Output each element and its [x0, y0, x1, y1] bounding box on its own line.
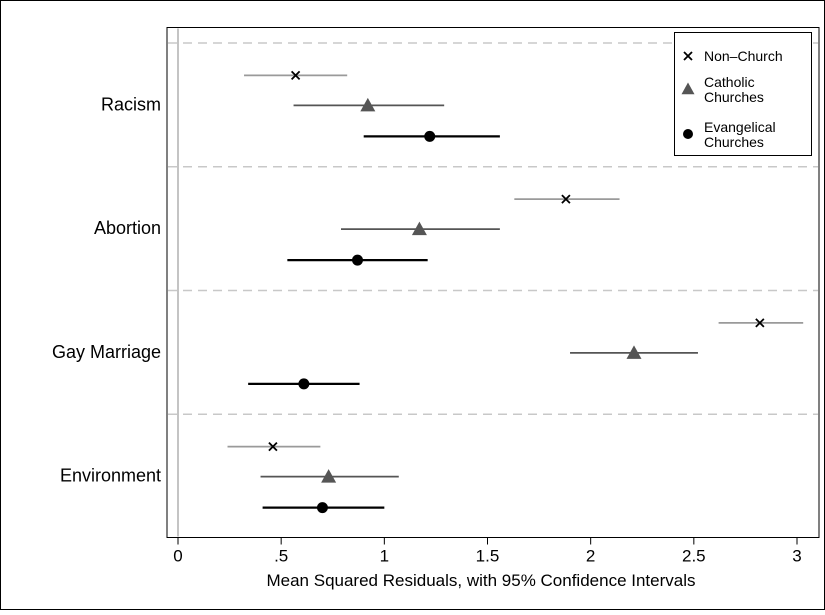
category-label: Abortion	[94, 218, 161, 238]
triangle-marker	[411, 221, 427, 236]
x-tick-label: 0	[173, 547, 182, 566]
x-marker	[755, 318, 765, 328]
legend-label: Catholic Churches	[704, 74, 764, 105]
circle-marker	[352, 254, 364, 266]
legend-box	[674, 32, 812, 156]
circle-marker	[683, 129, 693, 139]
triangle-marker	[360, 97, 376, 112]
legend: Non–Church Catholic Churches Evangelical Chu…	[674, 32, 812, 156]
x-tick-label: 2	[586, 547, 595, 566]
triangle-marker	[626, 345, 642, 359]
x-marker	[561, 194, 571, 204]
data-point-group	[363, 130, 500, 142]
x-marker	[268, 441, 278, 452]
triangle-marker	[321, 469, 337, 483]
data-point-group	[227, 441, 321, 452]
legend-entry: Evangelical Churches	[683, 119, 776, 150]
legend-label: Evangelical Churches	[704, 119, 776, 150]
x-tick-label: 1.5	[476, 547, 500, 566]
category-labels: Racism Abortion Gay Marriage Environment	[52, 94, 161, 485]
legend-entry: Non–Church	[683, 48, 783, 64]
triangle-marker	[681, 82, 695, 95]
data-point-group	[570, 345, 698, 359]
x-tick-label: 3	[792, 547, 801, 566]
x-axis: 0 .5 1 1.5 2 2.5 3	[173, 537, 802, 566]
data-point-group	[260, 469, 399, 483]
data-point-group	[262, 502, 385, 514]
circle-marker	[298, 378, 310, 390]
data-marks	[227, 70, 804, 514]
category-label: Gay Marriage	[52, 342, 161, 362]
data-point-group	[248, 378, 360, 390]
x-marker	[683, 51, 693, 61]
data-point-group	[287, 254, 428, 266]
x-tick-label: 2.5	[682, 547, 706, 566]
data-point-group	[244, 70, 348, 81]
data-point-group	[293, 97, 445, 112]
legend-entry: Catholic Churches	[681, 74, 764, 105]
circle-marker	[424, 130, 436, 142]
category-label: Racism	[101, 94, 161, 114]
category-label: Environment	[60, 466, 161, 486]
data-point-group	[718, 318, 804, 328]
data-point-group	[341, 221, 500, 236]
x-tick-label: 1	[380, 547, 389, 566]
circle-marker	[316, 502, 328, 514]
x-marker	[290, 70, 301, 81]
legend-label: Non–Church	[704, 48, 783, 64]
x-tick-label: .5	[274, 547, 288, 566]
x-axis-title: Mean Squared Residuals, with 95% Confide…	[266, 571, 695, 590]
data-point-group	[514, 194, 620, 204]
